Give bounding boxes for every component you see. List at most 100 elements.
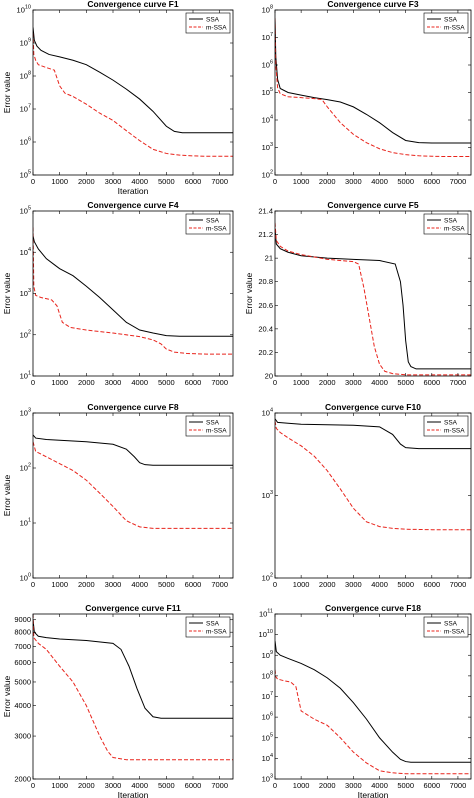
chart-title: Convergence curve F3: [327, 0, 418, 9]
y-tick-base: 10: [262, 409, 270, 418]
y-tick-label: 109: [20, 38, 31, 48]
x-tick-label: 3000: [105, 378, 122, 387]
x-tick-label: 3000: [105, 781, 122, 790]
plot-area: [275, 18, 471, 158]
x-tick-label: 2000: [319, 580, 336, 589]
y-tick-label: 20.6: [258, 301, 273, 310]
legend-box: [423, 616, 469, 638]
y-tick-label: 20.8: [258, 277, 273, 286]
ssa-series-line: [275, 418, 471, 450]
plot-area: [275, 640, 471, 775]
y-tick-label: 4000: [14, 701, 31, 710]
legend-box: [423, 12, 469, 34]
y-tick-exponent: 7: [28, 104, 31, 110]
y-tick-base: 10: [17, 6, 25, 15]
x-tick-label: 4000: [131, 177, 148, 186]
axes-box: [32, 9, 234, 176]
ssa-series-line: [275, 640, 471, 763]
legend-label: SSA: [444, 620, 458, 627]
legend-label: SSA: [206, 16, 220, 23]
y-tick-exponent: 1: [28, 518, 31, 524]
y-tick-label: 104: [262, 753, 273, 763]
axes-box: [274, 210, 472, 377]
y-axis-label: Error value: [2, 474, 12, 516]
y-tick-label: 106: [262, 712, 273, 722]
legend-label: m-SSA: [444, 225, 465, 232]
x-tick-label: 5000: [397, 378, 414, 387]
y-tick-label: 102: [262, 170, 273, 180]
y-tick-label: 20.4: [258, 324, 273, 333]
y-tick-exponent: 3: [270, 142, 273, 148]
y-axis-label: Error value: [2, 675, 12, 717]
m-ssa-series-line: [33, 33, 233, 157]
x-tick-label: 5000: [158, 580, 175, 589]
y-tick-exponent: 8: [270, 5, 273, 11]
y-tick-exponent: 3: [28, 288, 31, 294]
chart-panel: Convergence curve F11 0 1000 2000 3000 4000 50…: [2, 603, 234, 798]
y-tick-base: 10: [262, 651, 270, 660]
x-tick-label: 7000: [211, 781, 228, 790]
y-tick-label: 103: [262, 490, 273, 500]
y-tick-base: 10: [262, 116, 270, 125]
legend-label: SSA: [444, 217, 458, 224]
chart-title: Convergence curve F18: [325, 603, 421, 613]
x-tick-label: 0: [273, 177, 277, 186]
x-tick-label: 0: [273, 580, 277, 589]
x-tick-label: 6000: [423, 177, 440, 186]
y-tick-label: 1010: [17, 5, 31, 15]
y-tick-base: 10: [262, 61, 270, 70]
ssa-series-line: [275, 18, 471, 144]
y-tick-label: 3000: [14, 732, 31, 741]
legend-box: [423, 213, 469, 235]
x-tick-label: 7000: [211, 378, 228, 387]
y-axis-label: Error value: [2, 71, 12, 113]
y-tick-base: 10: [262, 713, 270, 722]
y-tick-label: 101: [20, 371, 31, 381]
legend-label: SSA: [444, 16, 458, 23]
y-tick-base: 10: [20, 138, 28, 147]
x-tick-label: 6000: [423, 781, 440, 790]
axes-box: [32, 210, 234, 377]
x-tick-label: 3000: [345, 378, 362, 387]
y-tick-label: 107: [262, 691, 273, 701]
m-ssa-series-line: [33, 227, 233, 355]
x-tick-label: 1000: [51, 580, 68, 589]
x-tick-label: 7000: [450, 781, 467, 790]
y-tick-base: 10: [20, 330, 28, 339]
y-tick-base: 10: [259, 610, 267, 619]
y-tick-exponent: 2: [270, 170, 273, 176]
x-tick-label: 5000: [158, 177, 175, 186]
y-tick-label: 104: [20, 247, 31, 257]
legend-label: m-SSA: [206, 427, 227, 434]
x-tick-label: 2000: [78, 580, 95, 589]
y-tick-label: 102: [20, 329, 31, 339]
y-tick-label: 108: [262, 5, 273, 15]
y-tick-exponent: 2: [28, 329, 31, 335]
legend-label: SSA: [206, 620, 220, 627]
y-tick-label: 101: [20, 518, 31, 528]
axes-box: [274, 613, 472, 780]
chart-title: Convergence curve F10: [325, 402, 421, 412]
legend-label: m-SSA: [206, 24, 227, 31]
chart-panel: Convergence curve F18 0 1000 2000 3000 4000 50…: [259, 603, 472, 798]
x-tick-label: 5000: [158, 781, 175, 790]
y-tick-base: 10: [262, 6, 270, 15]
x-tick-label: 3000: [105, 580, 122, 589]
axes-box: [274, 9, 472, 176]
x-tick-label: 5000: [397, 177, 414, 186]
y-tick-base: 10: [20, 171, 28, 180]
chart-panel: Convergence curve F5 0 1000 2000 3000 4000 500…: [244, 200, 472, 387]
y-axis-label: Error value: [2, 272, 12, 314]
y-tick-label: 105: [262, 732, 273, 742]
y-tick-exponent: 4: [270, 753, 273, 759]
y-tick-exponent: 4: [28, 247, 31, 253]
y-tick-label: 2000: [14, 775, 31, 784]
y-tick-base: 10: [20, 574, 28, 583]
y-tick-label: 103: [262, 774, 273, 784]
y-tick-exponent: 10: [267, 629, 273, 635]
x-tick-label: 7000: [211, 177, 228, 186]
y-tick-base: 10: [20, 289, 28, 298]
